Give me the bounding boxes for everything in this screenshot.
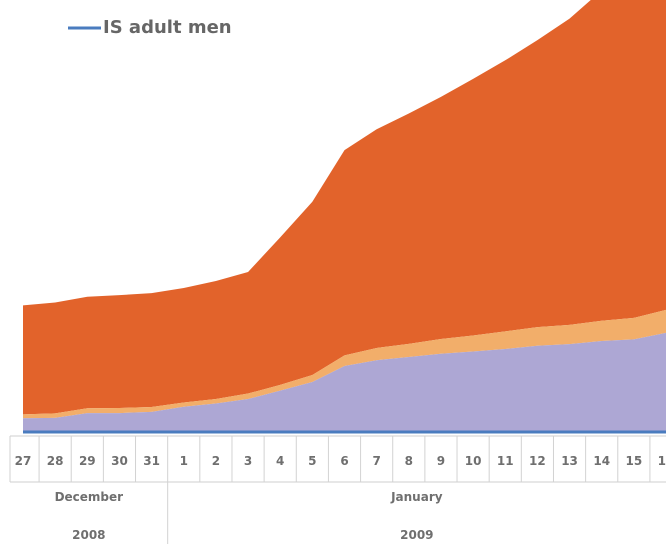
- area-series-1: [23, 332, 666, 432]
- x-tick-label: 13: [561, 454, 578, 468]
- x-tick-label: 30: [111, 454, 128, 468]
- legend-label-is-adult-men: IS adult men: [103, 17, 232, 38]
- x-tick-label: 5: [308, 454, 316, 468]
- x-tick-label: 4: [276, 454, 284, 468]
- x-tick-label: 7: [372, 454, 380, 468]
- x-tick-label: 28: [47, 454, 64, 468]
- x-tick-label: 16: [658, 454, 666, 468]
- x-tick-label: 9: [437, 454, 445, 468]
- x-tick-label: 11: [497, 454, 514, 468]
- area-series-3: [23, 0, 666, 415]
- x-tick-label: 6: [340, 454, 348, 468]
- year-group-label: 2009: [400, 528, 433, 542]
- x-tick-label: 29: [79, 454, 96, 468]
- legend: IS adult men: [68, 17, 232, 38]
- year-group-label: 2008: [72, 528, 105, 542]
- x-tick-label: 14: [593, 454, 610, 468]
- x-tick-label: 15: [625, 454, 642, 468]
- month-group-label: December: [55, 490, 124, 504]
- x-tick-label: 27: [15, 454, 32, 468]
- x-tick-label: 10: [465, 454, 482, 468]
- x-tick-label: 2: [212, 454, 220, 468]
- plot-area: [23, 0, 666, 434]
- month-group-label: January: [390, 490, 443, 504]
- x-tick-label: 12: [529, 454, 546, 468]
- x-tick-label: 8: [405, 454, 413, 468]
- area-series-2: [23, 309, 666, 419]
- x-tick-label: 3: [244, 454, 252, 468]
- x-tick-label: 1: [180, 454, 188, 468]
- x-axis: 272829303112345678910111213141516Decembe…: [9, 435, 666, 544]
- x-tick-label: 31: [143, 454, 160, 468]
